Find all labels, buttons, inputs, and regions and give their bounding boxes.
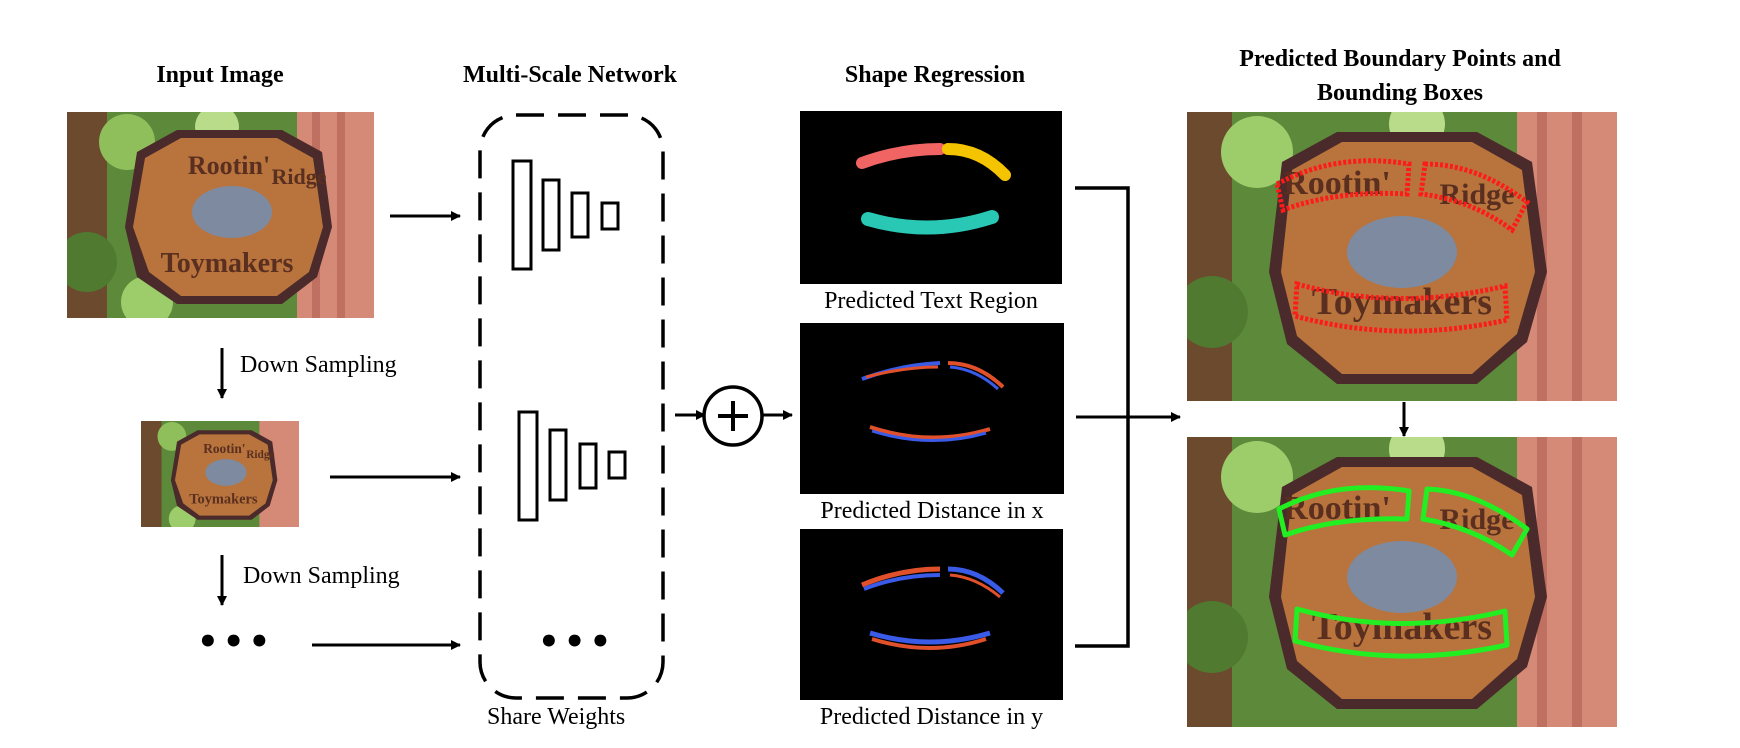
predicted-distance-y-panel xyxy=(800,529,1063,700)
output-boundary-points-image: Rootin' Ridge Toymakers xyxy=(1187,112,1617,401)
text-region-label: Predicted Text Region xyxy=(824,288,1038,314)
predicted-distance-x-panel xyxy=(800,323,1064,494)
input-image-downsampled: Rootin' Ridge Toymakers xyxy=(141,421,299,527)
svg-text:Ridge: Ridge xyxy=(272,164,327,189)
svg-text:Ridge: Ridge xyxy=(1440,178,1515,211)
input-image: Rootin' Ridge Toymakers xyxy=(67,112,374,318)
svg-text:Toymakers: Toymakers xyxy=(189,491,258,507)
heading-multi-scale-network: Multi-Scale Network xyxy=(463,62,677,88)
distance-x-label: Predicted Distance in x xyxy=(820,498,1044,524)
distance-y-label: Predicted Distance in y xyxy=(819,704,1044,730)
svg-text:Rootin': Rootin' xyxy=(203,441,245,456)
heading-predicted-boundary: Predicted Boundary Points and Bounding B… xyxy=(1239,46,1561,106)
svg-text:Ridge: Ridge xyxy=(246,449,274,461)
heading-shape-regression: Shape Regression xyxy=(844,62,1026,88)
feature-pyramid-2 xyxy=(517,410,627,522)
svg-text:Toymakers: Toymakers xyxy=(1312,281,1492,323)
output-bounding-boxes-image: Rootin' Ridge Toymakers xyxy=(1187,437,1617,727)
down-sampling-label-1: Down Sampling xyxy=(240,352,397,378)
svg-text:Ridge: Ridge xyxy=(1440,503,1515,536)
svg-text:Toymakers: Toymakers xyxy=(1312,606,1492,648)
sign-text-bottom: Toymakers xyxy=(161,248,294,279)
multi-scale-network-box xyxy=(478,113,665,700)
share-weights-label: Share Weights xyxy=(487,704,626,730)
heading-input-image: Input Image xyxy=(156,62,284,88)
more-pyramids-ellipsis: ••• xyxy=(538,622,616,662)
predicted-text-region-panel xyxy=(800,111,1062,284)
sign-text-top: Rootin' xyxy=(188,151,270,180)
more-scales-ellipsis: ••• xyxy=(197,622,275,662)
feature-pyramid-1 xyxy=(511,159,620,271)
down-sampling-label-2: Down Sampling xyxy=(243,563,400,589)
